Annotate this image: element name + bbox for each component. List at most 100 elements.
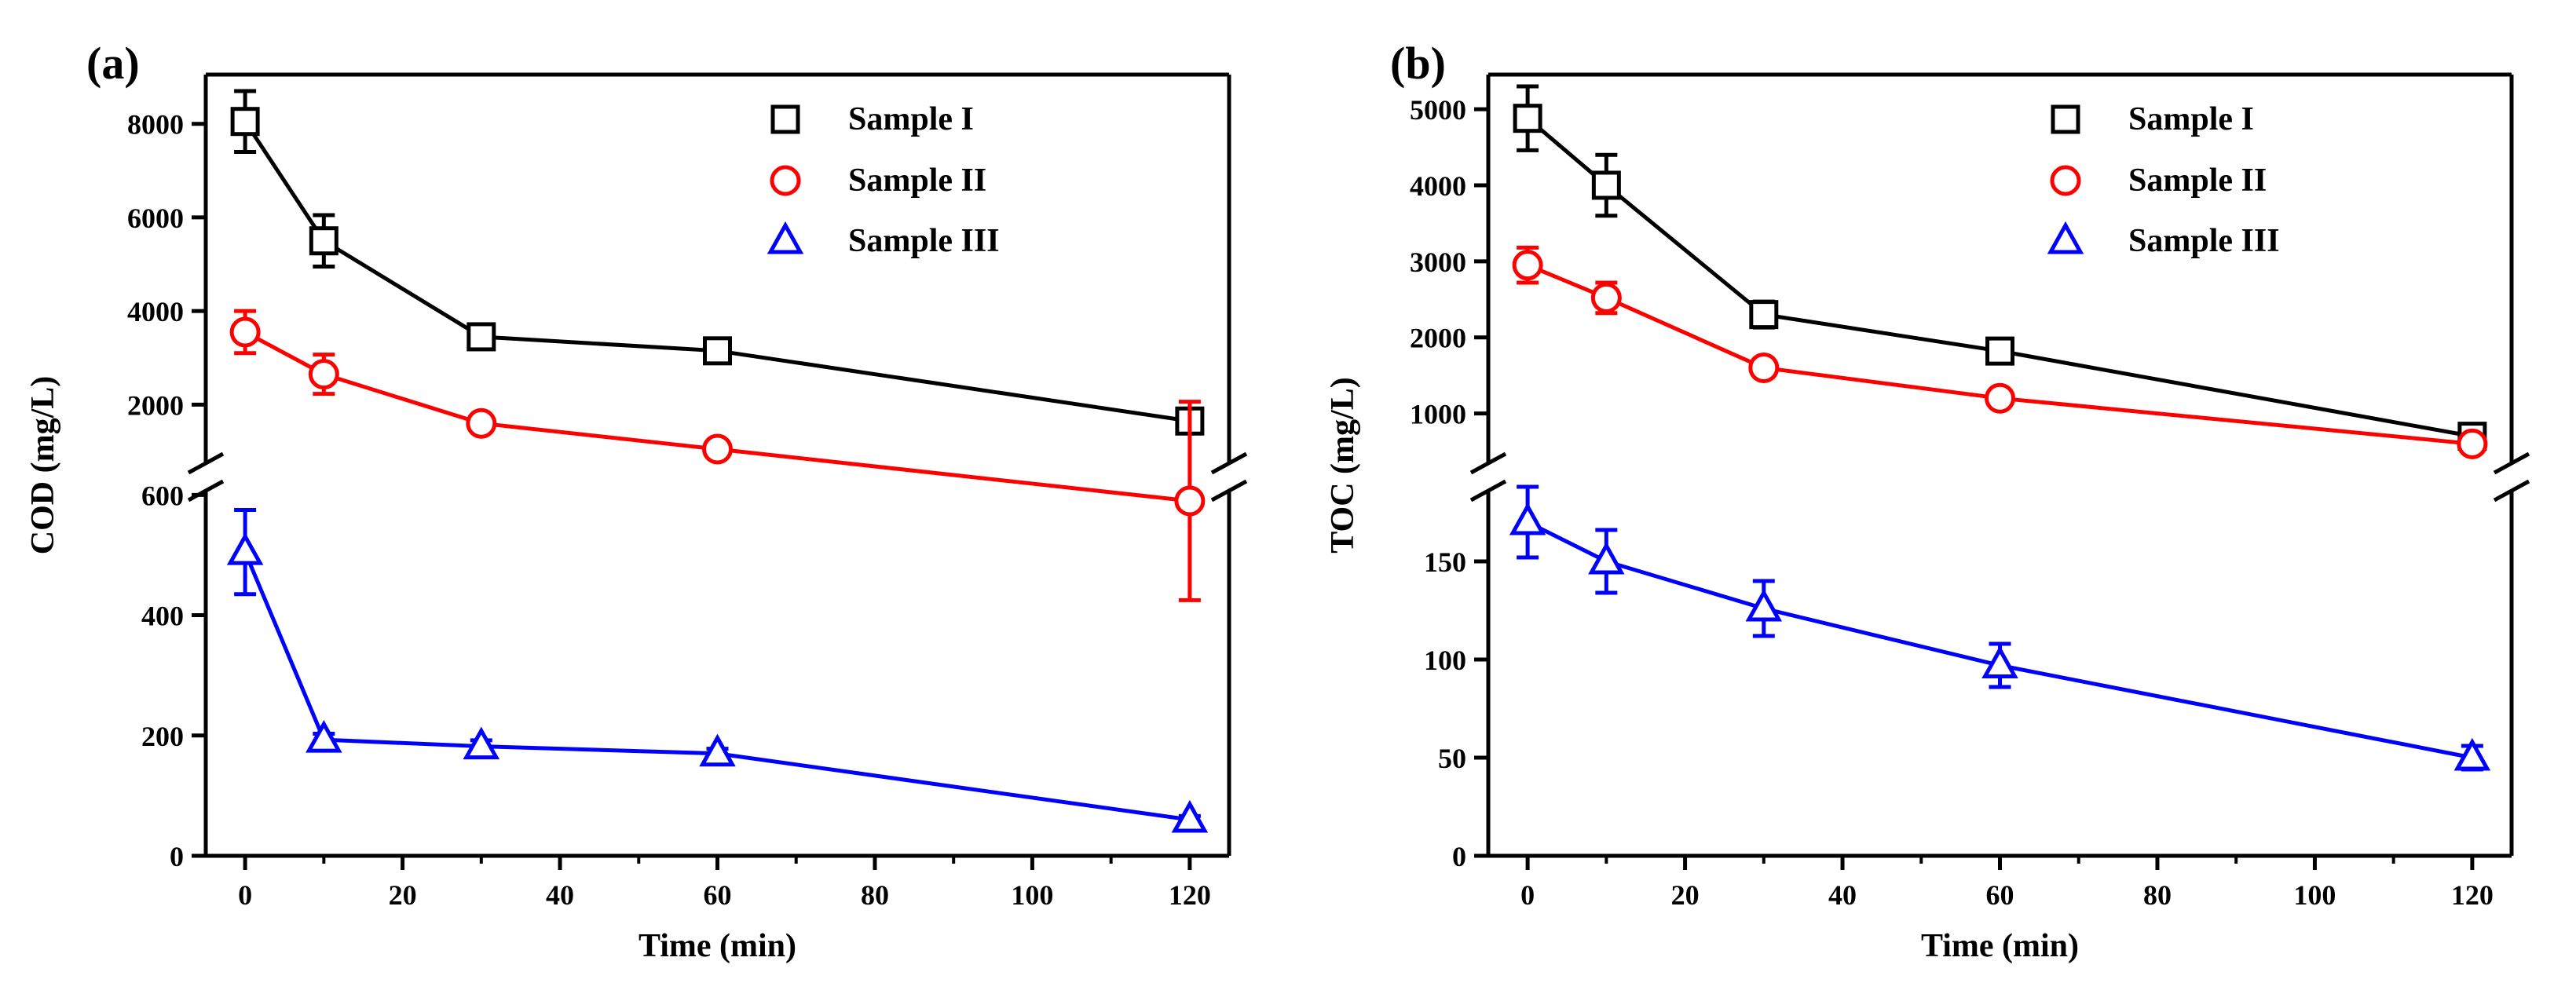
data-point [2457, 428, 2488, 459]
panel-label: (b) [1390, 38, 1446, 89]
y-tick-label: 400 [141, 601, 184, 632]
panel-a: 0 20 40 60 80 100 120 2000 4000 6000 8000 0 200 400 60… [25, 38, 1248, 964]
data-point [463, 726, 500, 760]
y-tick-label: 0 [1452, 841, 1466, 872]
axis-break-mark [1469, 479, 1507, 502]
series-line [243, 120, 326, 243]
axis-break-mark [187, 451, 225, 475]
series-line [243, 551, 326, 741]
x-tick-label: 120 [2451, 879, 2494, 911]
series-sample-ii [229, 309, 1206, 602]
series-line [2000, 349, 2473, 439]
series-line [1763, 365, 2000, 400]
data-point [306, 720, 342, 753]
series-line [481, 334, 718, 353]
series-line [1763, 312, 2000, 353]
y-tick-label: 200 [141, 721, 184, 752]
legend-marker [2050, 165, 2081, 196]
legend-marker [770, 165, 801, 196]
series-line [717, 349, 1191, 423]
axis-break-mark [1210, 479, 1248, 502]
series-line [2000, 396, 2473, 446]
legend-label: Sample III [848, 223, 1000, 259]
x-axis-label: Time (min) [639, 928, 796, 964]
data-point [2453, 737, 2491, 771]
y-tick-label: 0 [170, 841, 184, 872]
data-point [466, 407, 497, 439]
y-tick-label: 4000 [1410, 170, 1466, 202]
y-axis-label: COD (mg/L) [25, 376, 61, 554]
x-tick-label: 40 [1828, 879, 1857, 911]
series-line [1605, 184, 1766, 316]
y-tick-label: 4000 [127, 296, 184, 327]
legend-label: Sample III [2128, 223, 2280, 259]
data-point [229, 316, 261, 348]
y-axis-label: TOC (mg/L) [1325, 377, 1361, 553]
x-tick-label: 40 [546, 879, 574, 911]
y-tick-label: 8000 [127, 109, 184, 141]
axis-break-mark [2493, 451, 2530, 475]
series-sample-iii [226, 507, 1209, 833]
series-line [1605, 559, 1765, 611]
data-point [226, 532, 264, 565]
data-point [1513, 104, 1542, 133]
x-tick-label: 0 [238, 879, 252, 911]
series-sample-i [1513, 84, 2487, 451]
series-sample-i [230, 89, 1205, 436]
data-point [308, 359, 339, 390]
axis-break-mark [2493, 479, 2530, 502]
legend-marker [2051, 104, 2080, 134]
data-point [309, 226, 338, 256]
x-tick-label: 0 [1520, 879, 1535, 911]
x-tick-label: 100 [2293, 879, 2336, 911]
x-axis-label: Time (min) [1921, 928, 2079, 964]
series-line [481, 421, 718, 451]
y-tick-label: 150 [1424, 546, 1466, 578]
series-line [2000, 663, 2473, 760]
series-line [324, 737, 481, 749]
legend-marker [2047, 221, 2084, 254]
x-tick-label: 60 [704, 879, 732, 911]
data-point [1509, 502, 1546, 535]
series-sample-ii [1512, 245, 2488, 459]
data-point [1745, 588, 1783, 622]
panel-b: 0 20 40 60 80 100 120 1000 2000 3000 4000 5000 0 50 10… [1325, 38, 2530, 964]
axis-break-mark [1210, 451, 1248, 475]
data-point [702, 433, 733, 465]
x-tick-label: 60 [1986, 879, 2014, 911]
x-tick-label: 20 [389, 879, 417, 911]
axis-break-mark [1469, 451, 1507, 475]
y-tick-label: 6000 [127, 203, 184, 234]
data-point [1591, 170, 1621, 200]
x-tick-label: 80 [861, 879, 889, 911]
legend-label: Sample I [848, 101, 974, 137]
legend-marker [770, 104, 800, 134]
x-tick-label: 20 [1671, 879, 1700, 911]
legend-label: Sample II [2128, 163, 2267, 199]
legend-marker [767, 221, 804, 254]
data-point [1512, 250, 1543, 281]
series-line [323, 372, 482, 426]
series-sample-iii [1509, 484, 2491, 772]
series-line [481, 744, 718, 756]
series-line [717, 751, 1191, 822]
y-tick-label: 3000 [1410, 247, 1466, 278]
data-point [467, 322, 496, 352]
series-line [1605, 296, 1765, 370]
series-line [1763, 606, 2001, 667]
data-point [1748, 352, 1780, 383]
legend-label: Sample II [848, 163, 986, 199]
data-point [1174, 485, 1206, 517]
x-tick-label: 100 [1011, 879, 1053, 911]
legend-label: Sample I [2128, 101, 2254, 137]
data-point [1749, 300, 1779, 330]
data-point [230, 107, 260, 137]
series-line [323, 239, 483, 339]
series-line [717, 447, 1191, 503]
y-tick-label: 2000 [1410, 323, 1466, 354]
data-point [1171, 799, 1209, 833]
data-point [1588, 541, 1625, 575]
y-tick-label: 50 [1438, 743, 1466, 774]
y-tick-label: 600 [141, 480, 184, 511]
